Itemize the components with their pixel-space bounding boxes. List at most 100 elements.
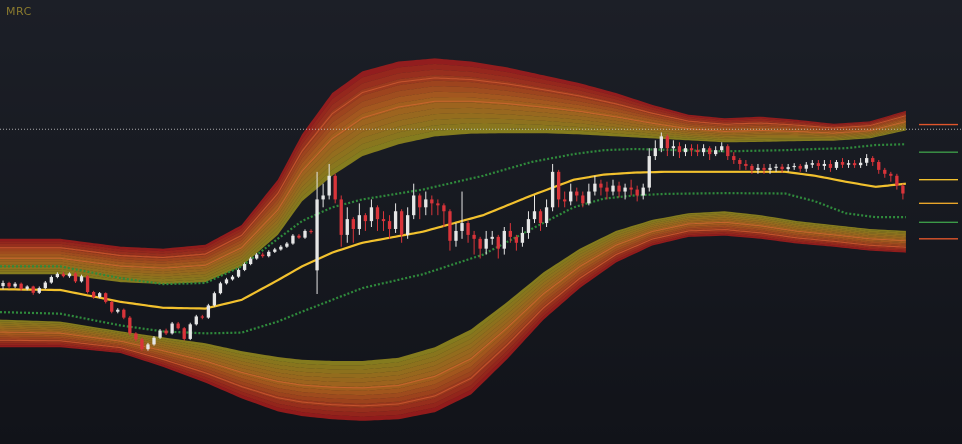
candle	[478, 236, 482, 259]
indicator-label[interactable]: MRC	[6, 5, 32, 18]
candle-body	[85, 276, 90, 293]
candle	[255, 253, 259, 260]
candle-body	[768, 167, 772, 170]
candle-body	[170, 323, 174, 334]
candle	[399, 209, 404, 243]
candle-body	[430, 199, 434, 204]
candle-body	[780, 166, 784, 170]
candle	[97, 292, 102, 299]
candle	[7, 281, 11, 289]
mean-line	[0, 170, 907, 310]
candle-body	[13, 283, 17, 287]
candle	[55, 272, 60, 279]
candle-body	[164, 330, 168, 334]
candle-body	[647, 156, 651, 188]
candle	[532, 195, 537, 224]
upper-band-layer	[0, 123, 906, 282]
candle	[418, 193, 422, 220]
candle	[508, 223, 512, 243]
candle	[732, 152, 736, 164]
candle-body	[828, 163, 833, 168]
candle	[556, 169, 561, 208]
candle	[750, 163, 754, 174]
candle-body	[514, 236, 519, 243]
upper-band-accent-line	[0, 77, 907, 259]
candle	[877, 160, 881, 174]
candle-body	[285, 243, 289, 247]
candle-body	[206, 305, 211, 318]
candle-body	[448, 211, 452, 241]
candle-body	[375, 207, 380, 220]
candle	[406, 207, 410, 239]
candle	[822, 160, 827, 170]
candle	[224, 277, 229, 285]
candle	[635, 185, 639, 202]
candle-body	[7, 282, 11, 287]
candle-body	[345, 219, 349, 235]
candle	[363, 213, 368, 231]
candle	[804, 161, 808, 172]
candle	[339, 195, 343, 247]
candle	[13, 282, 17, 289]
candle-body	[255, 254, 259, 259]
candle	[617, 181, 621, 198]
candle	[744, 160, 748, 170]
candle-body	[744, 163, 748, 166]
candle	[484, 230, 488, 255]
candle-body	[840, 161, 845, 165]
lower-band-accent-line	[0, 221, 906, 389]
candle-body	[653, 148, 657, 157]
candle	[726, 144, 730, 161]
candle	[647, 148, 651, 192]
candle	[454, 223, 458, 247]
candle	[707, 146, 712, 161]
candle-body	[726, 146, 730, 157]
candle-body	[502, 230, 506, 249]
candle-body	[569, 191, 573, 202]
candle-body	[363, 215, 368, 222]
candle	[490, 230, 494, 245]
candle	[895, 173, 899, 190]
candle-body	[303, 230, 307, 238]
candle	[460, 191, 464, 239]
candle	[526, 211, 531, 239]
candle	[375, 205, 380, 231]
candle	[351, 217, 355, 243]
candle-body	[200, 316, 204, 318]
candle	[236, 268, 241, 278]
candle-body	[91, 292, 96, 298]
candle-body	[526, 219, 531, 233]
candle-body	[587, 191, 591, 204]
candle-body	[484, 238, 488, 249]
candle	[810, 160, 814, 168]
candle-body	[454, 230, 458, 241]
candle	[786, 163, 790, 172]
candle-body	[182, 328, 186, 339]
candle-body	[593, 183, 597, 192]
candle	[605, 181, 609, 200]
candle	[248, 256, 253, 266]
candle-body	[701, 148, 706, 153]
candle	[230, 275, 235, 281]
candle-body	[393, 211, 398, 229]
candle-body	[436, 203, 440, 206]
candle	[496, 234, 500, 259]
candle	[544, 199, 549, 227]
candle-body	[236, 269, 241, 277]
candle-body	[442, 205, 446, 212]
candle	[49, 275, 53, 284]
candle	[315, 171, 319, 294]
candle	[738, 158, 742, 170]
candle-body	[792, 165, 796, 168]
candle	[194, 314, 198, 326]
candle	[780, 163, 784, 173]
candle-body	[858, 162, 863, 166]
candle	[502, 227, 506, 255]
candle-body	[61, 273, 66, 277]
candle-body	[140, 339, 144, 350]
mrc-lines	[0, 128, 962, 335]
candle-body	[460, 223, 464, 231]
candle-body	[339, 199, 343, 235]
candle	[828, 160, 833, 172]
candle	[412, 183, 416, 220]
